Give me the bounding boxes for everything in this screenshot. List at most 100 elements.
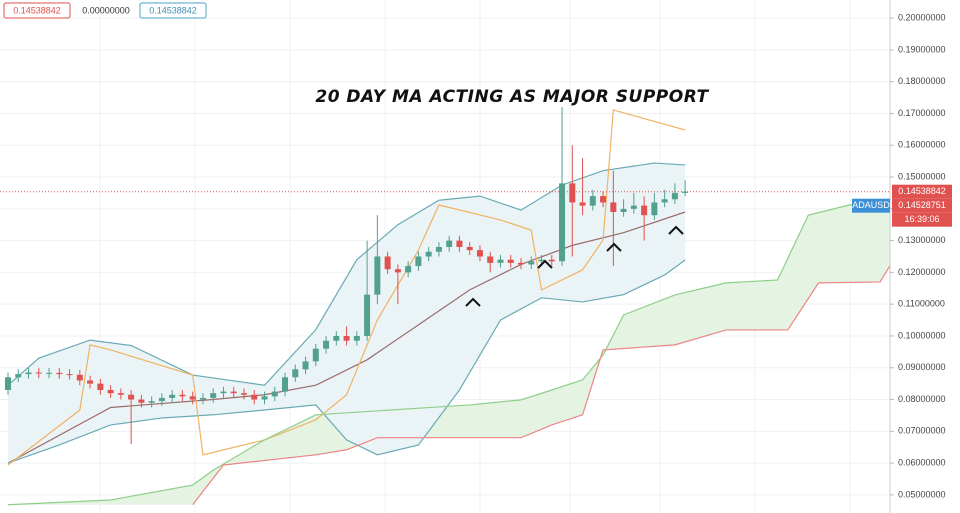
indicator-line: [7, 199, 891, 506]
candle-body: [35, 372, 42, 374]
candle-body: [25, 372, 32, 375]
candle-body: [302, 361, 309, 370]
candle-body: [476, 250, 483, 257]
candle-body: [87, 380, 94, 384]
y-tick-label: 0.07000000: [898, 426, 946, 436]
close-label-box: [892, 198, 952, 213]
candle-body: [569, 183, 576, 203]
y-tick-label: 0.11000000: [898, 299, 945, 309]
legend-box: [139, 2, 207, 19]
y-tick-label: 0.13000000: [898, 235, 946, 245]
candle-body: [497, 259, 504, 263]
plot: [0, 17, 891, 506]
candle-body: [312, 348, 319, 362]
candle-body: [425, 251, 432, 257]
candle-body: [46, 372, 53, 374]
legend-box: [3, 2, 71, 19]
candle-body: [630, 205, 637, 209]
caret: [606, 242, 622, 252]
countdown-label-box: [892, 212, 952, 227]
y-tick-label: 0.12000000: [898, 267, 946, 277]
candle-body: [364, 294, 371, 336]
candle-body: [117, 393, 124, 395]
y-tick-label: 0.10000000: [898, 330, 946, 340]
candle-body: [374, 256, 381, 295]
candle-body: [589, 196, 596, 206]
candle-body: [66, 374, 73, 376]
y-tick-label: 0.18000000: [898, 76, 946, 86]
candle-body: [333, 335, 340, 341]
candle-body: [456, 240, 463, 247]
candle-body: [189, 396, 196, 400]
candle-body: [435, 246, 442, 252]
candle-body: [651, 202, 658, 216]
symbol-label-box: [852, 198, 890, 213]
candle-body: [179, 394, 186, 397]
y-tick-label: 0.17000000: [898, 108, 946, 118]
y-tick-label: 0.09000000: [898, 362, 946, 372]
candle-body: [271, 391, 278, 397]
candle-body: [682, 191, 689, 193]
candle-body: [446, 240, 453, 247]
legend-value: 0.14538842: [13, 5, 61, 15]
candle-body: [5, 377, 11, 390]
caret: [668, 225, 684, 235]
legend-value: 0.00000000: [82, 5, 130, 15]
y-tick-label: 0.19000000: [898, 44, 946, 54]
legend-value: 0.14538842: [149, 5, 197, 15]
candle-body: [76, 374, 83, 381]
candle-body: [199, 397, 206, 400]
caret: [465, 297, 481, 307]
last-price-label-box: [892, 184, 952, 199]
y-tick-label: 0.06000000: [898, 457, 946, 467]
candle-body: [220, 391, 227, 394]
candle-body: [210, 393, 217, 398]
y-tick-label: 0.16000000: [898, 140, 946, 150]
candle-body: [138, 399, 145, 403]
candle-body: [641, 205, 648, 216]
candle-body: [240, 393, 247, 395]
y-tick-label: 0.08000000: [898, 394, 946, 404]
candle-body: [579, 202, 586, 206]
symbol-label: ADAUSD: [852, 200, 890, 210]
caret: [537, 259, 553, 269]
candle-body: [251, 394, 258, 400]
candle-body: [405, 266, 412, 273]
indicator-line: [192, 264, 891, 506]
y-tick-label: 0.05000000: [898, 489, 946, 499]
candle-body: [97, 383, 104, 390]
candle-body: [323, 340, 330, 349]
candle-body: [384, 256, 391, 270]
countdown-label: 16:39:06: [904, 214, 939, 224]
candle-body: [158, 397, 165, 402]
candle-body: [671, 192, 678, 200]
candle-body: [528, 261, 535, 265]
candle-body: [282, 377, 289, 392]
candle-body: [610, 202, 617, 213]
candle-body: [394, 269, 401, 273]
candle-body: [559, 183, 566, 262]
candle-body: [169, 394, 176, 398]
y-tick-label: 0.15000000: [898, 171, 946, 181]
candle-body: [466, 246, 473, 251]
indicator-line: [7, 109, 686, 466]
candle-body: [56, 372, 63, 375]
candle-body: [15, 374, 22, 378]
candle-body: [507, 259, 514, 263]
candle-body: [600, 196, 607, 203]
close-label: 0.14528751: [898, 200, 946, 210]
candle-body: [538, 259, 545, 262]
band-fill: [8, 163, 686, 464]
candle-body: [107, 389, 114, 394]
candle-body: [518, 262, 524, 265]
candle-body: [128, 394, 135, 400]
legend: 0.14538842 0.00000000 0.14538842: [3, 2, 207, 19]
candle-body: [343, 335, 350, 341]
cloud-fill: [8, 199, 891, 505]
candle-body: [620, 208, 627, 213]
candle-body: [661, 199, 668, 203]
last-price-label: 0.14538842: [898, 186, 946, 196]
candle-body: [261, 396, 268, 400]
indicator-line: [7, 259, 686, 464]
